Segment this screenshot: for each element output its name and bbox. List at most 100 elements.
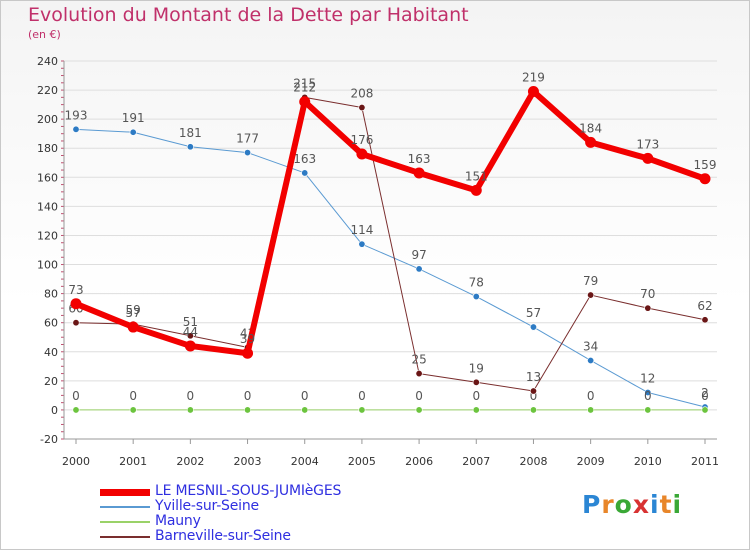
- data-label-yville-sur-seine: 163: [293, 152, 316, 166]
- data-point-mauny: [587, 406, 595, 414]
- y-tick-label: 140: [37, 200, 58, 213]
- legend-label: LE MESNIL-SOUS-JUMIèGES: [155, 483, 342, 499]
- legend-label: Mauny: [155, 513, 201, 529]
- y-tick-label: 160: [37, 171, 58, 184]
- x-tick-label: 2007: [462, 455, 490, 468]
- logo-letter: x: [632, 490, 650, 519]
- y-tick-label: 20: [44, 375, 58, 388]
- x-tick-label: 2004: [291, 455, 319, 468]
- data-label-barneville-sur-seine: 62: [697, 299, 712, 313]
- data-label-barneville-sur-seine: 59: [126, 303, 141, 317]
- data-point-le-mesnil-sous-jumi-ges: [642, 152, 654, 164]
- data-point-yville-sur-seine: [358, 240, 366, 248]
- logo-letter: r: [601, 490, 615, 519]
- logo-letter: i: [650, 490, 660, 519]
- y-tick-label: 60: [44, 317, 58, 330]
- y-tick-label: 180: [37, 142, 58, 155]
- data-label-le-mesnil-sous-jumi-ges: 212: [293, 81, 316, 95]
- data-point-yville-sur-seine: [644, 388, 652, 396]
- data-point-barneville-sur-seine: [72, 319, 80, 327]
- data-label-mauny: 0: [244, 389, 252, 403]
- series-line-barneville-sur-seine: [75, 96, 706, 392]
- data-point-barneville-sur-seine: [529, 387, 537, 395]
- data-label-mauny: 0: [415, 389, 423, 403]
- y-tick-label: 0: [51, 404, 58, 417]
- x-tick-label: 2001: [119, 455, 147, 468]
- data-point-barneville-sur-seine: [701, 316, 709, 324]
- data-label-le-mesnil-sous-jumi-ges: 219: [522, 71, 545, 85]
- data-label-le-mesnil-sous-jumi-ges: 163: [408, 152, 431, 166]
- data-point-yville-sur-seine: [244, 149, 252, 157]
- data-label-mauny: 0: [358, 389, 366, 403]
- data-label-le-mesnil-sous-jumi-ges: 173: [636, 137, 659, 151]
- data-label-le-mesnil-sous-jumi-ges: 73: [68, 283, 83, 297]
- data-label-le-mesnil-sous-jumi-ges: 184: [579, 121, 602, 135]
- data-label-yville-sur-seine: 97: [411, 248, 426, 262]
- data-label-yville-sur-seine: 114: [350, 223, 373, 237]
- x-tick-label: 2008: [519, 455, 547, 468]
- x-tick-label: 2011: [691, 455, 719, 468]
- data-point-yville-sur-seine: [186, 143, 194, 151]
- data-point-yville-sur-seine: [72, 125, 80, 133]
- legend-swatch: [100, 488, 150, 496]
- y-tick-label: 240: [37, 55, 58, 68]
- data-label-le-mesnil-sous-jumi-ges: 57: [126, 306, 141, 320]
- data-point-mauny: [72, 406, 80, 414]
- data-point-yville-sur-seine: [472, 293, 480, 301]
- y-tick-label: -20: [40, 433, 58, 446]
- legend-swatch: [100, 521, 150, 523]
- data-point-mauny: [301, 406, 309, 414]
- data-point-mauny: [186, 406, 194, 414]
- data-label-mauny: 0: [72, 389, 80, 403]
- data-label-le-mesnil-sous-jumi-ges: 39: [240, 332, 255, 346]
- data-point-mauny: [472, 406, 480, 414]
- data-label-le-mesnil-sous-jumi-ges: 159: [694, 158, 717, 172]
- data-label-barneville-sur-seine: 79: [583, 274, 598, 288]
- y-tick-label: 120: [37, 229, 58, 242]
- legend-swatch: [100, 506, 150, 508]
- data-label-le-mesnil-sous-jumi-ges: 151: [465, 169, 488, 183]
- data-point-barneville-sur-seine: [358, 104, 366, 112]
- data-point-mauny: [644, 406, 652, 414]
- data-label-yville-sur-seine: 34: [583, 339, 598, 353]
- data-label-barneville-sur-seine: 215: [293, 76, 316, 90]
- x-tick-label: 2010: [634, 455, 662, 468]
- data-point-le-mesnil-sous-jumi-ges: [527, 86, 539, 98]
- data-point-mauny: [529, 406, 537, 414]
- data-point-yville-sur-seine: [587, 356, 595, 364]
- y-tick-label: 40: [44, 346, 58, 359]
- y-tick-label: 220: [37, 84, 58, 97]
- data-label-mauny: 0: [530, 389, 538, 403]
- x-tick-label: 2003: [234, 455, 262, 468]
- data-point-le-mesnil-sous-jumi-ges: [184, 340, 196, 352]
- data-point-le-mesnil-sous-jumi-ges: [699, 173, 711, 185]
- series-line-le-mesnil-sous-jumi-ges: [73, 88, 708, 357]
- data-point-mauny: [244, 406, 252, 414]
- data-point-le-mesnil-sous-jumi-ges: [299, 96, 311, 108]
- data-label-yville-sur-seine: 2: [701, 386, 709, 400]
- y-tick-label: 200: [37, 113, 58, 126]
- data-label-barneville-sur-seine: 208: [350, 87, 373, 101]
- x-tick-label: 2006: [405, 455, 433, 468]
- data-point-mauny: [415, 406, 423, 414]
- data-point-yville-sur-seine: [129, 128, 137, 136]
- data-label-mauny: 0: [587, 389, 595, 403]
- x-tick-label: 2009: [577, 455, 605, 468]
- data-point-le-mesnil-sous-jumi-ges: [70, 298, 82, 310]
- data-point-le-mesnil-sous-jumi-ges: [585, 136, 597, 148]
- data-point-le-mesnil-sous-jumi-ges: [356, 148, 368, 160]
- legend-label: Barneville-sur-Seine: [155, 528, 291, 544]
- logo-letter: o: [614, 490, 633, 519]
- data-point-le-mesnil-sous-jumi-ges: [242, 347, 254, 359]
- y-tick-label: 100: [37, 259, 58, 272]
- data-label-yville-sur-seine: 191: [122, 111, 145, 125]
- logo-letter: t: [659, 490, 673, 519]
- data-label-le-mesnil-sous-jumi-ges: 176: [350, 133, 373, 147]
- data-point-barneville-sur-seine: [186, 332, 194, 340]
- data-point-yville-sur-seine: [529, 323, 537, 331]
- data-point-le-mesnil-sous-jumi-ges: [470, 184, 482, 196]
- data-label-yville-sur-seine: 12: [640, 371, 655, 385]
- data-point-barneville-sur-seine: [644, 304, 652, 312]
- legend-label: Yville-sur-Seine: [155, 498, 259, 514]
